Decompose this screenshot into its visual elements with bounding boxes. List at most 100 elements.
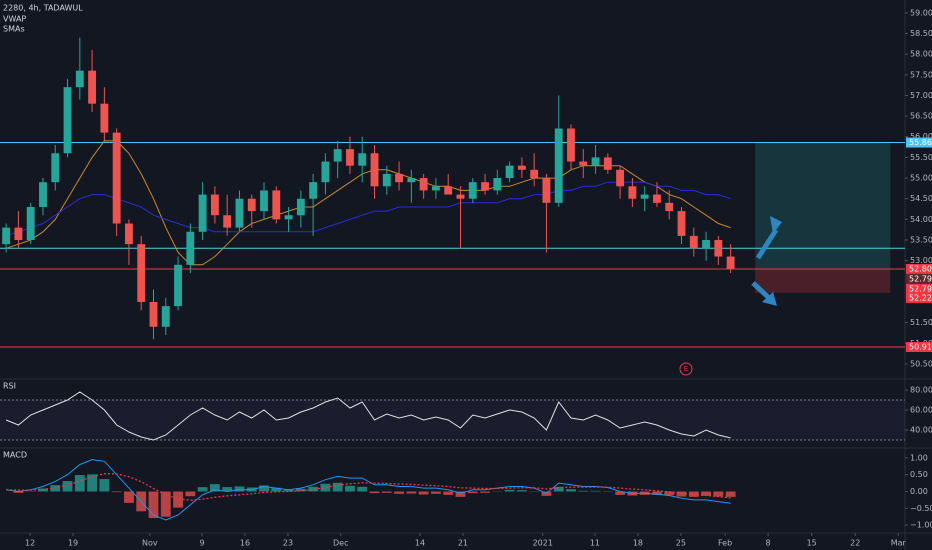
macd-histogram-bar [725,491,736,497]
earnings-marker: E [684,365,688,373]
macd-histogram-bar [148,491,159,519]
macd-histogram-bar [553,486,564,492]
macd-histogram-bar [345,485,355,492]
candle-body [358,153,367,166]
y-tick-label: 0.00 [910,487,928,496]
x-tick-label: 2021 [533,539,553,548]
candle-body [247,198,256,212]
y-tick-label: 53.00 [910,256,932,265]
candle-body [63,87,72,154]
candle-body [603,157,612,170]
candle-body [628,186,637,199]
macd-histogram-bar [234,486,245,492]
macd-histogram-bar [209,484,220,492]
candle-body [161,306,170,327]
macd-histogram-bar [74,475,85,492]
indicator-label: VWAP [3,15,26,24]
candle-body [210,194,219,216]
candle-body [591,157,600,166]
macd-histogram-bar [160,491,171,517]
y-tick-label: 60.00 [910,406,932,415]
candle-body [677,211,686,236]
macd-histogram-bar [431,491,441,494]
y-tick-label: 56.00 [910,132,932,141]
y-tick-label: 58.00 [910,50,932,59]
price-badge [906,137,932,148]
y-tick-label: 1.00 [910,453,928,462]
candle-body [100,103,109,133]
candle-body [542,178,551,203]
macd-histogram-bar [332,482,343,492]
candle-body [333,149,342,162]
candle-body [505,165,514,179]
candle-body [456,194,465,199]
candle-body [419,178,428,191]
candle-body [407,178,416,183]
candle-body [272,190,281,220]
macd-signal-line [6,473,731,501]
candle-body [75,70,84,88]
macd-histogram-bar [578,490,589,492]
price-badge-label: 55.86 [909,138,932,147]
macd-histogram-bar [455,491,466,497]
candle-body [653,194,661,203]
position-loss [755,268,891,293]
position-profit [755,142,891,269]
y-tick-label: 55.50 [910,153,932,162]
y-tick-label: 57.00 [910,91,932,100]
candle-body [309,182,318,199]
y-tick-label: 54.00 [910,215,932,224]
candle-body [431,186,440,191]
price-badge [906,292,932,303]
y-tick-label: 0.50 [910,470,928,479]
candle-body [382,173,391,187]
candle-body [714,240,723,257]
arrow-down-head [762,292,777,306]
x-tick-label: Dec [333,539,348,548]
macd-histogram-bar [222,487,233,492]
price-badge [906,342,932,353]
candle-body [14,227,23,241]
arrows [751,216,782,306]
price-badge [906,263,932,274]
macd-histogram-bar [566,489,576,492]
x-tick-label: 11 [590,539,600,548]
candle-body [260,190,268,212]
candle-body [112,132,121,224]
price-badge-label: 52.80 [909,264,932,273]
candle-body [616,169,625,187]
y-tick-label: 53.50 [910,236,932,245]
macd-histogram-bar [320,483,331,492]
price-badge-label: 52.22 [909,293,932,302]
candle-body [444,186,453,195]
candle-body [493,178,502,191]
macd-histogram-bar [308,486,319,492]
candle-body [186,231,195,265]
macd-histogram-bar [480,491,490,493]
y-tick-label: 80.00 [910,386,932,395]
y-tick-label: 59.00 [910,8,932,17]
price-badge [906,273,932,284]
x-tick-label: Mar [891,539,907,548]
candle-body [579,161,588,166]
macd-histogram-bar [676,491,687,497]
candle-body [640,194,649,199]
candle-body [174,264,182,307]
candle-body [137,244,146,302]
candle-body [726,256,735,269]
macd-histogram-bar [664,491,675,496]
y-tick-label: 57.50 [910,70,932,79]
macd-histogram-bar [369,491,380,494]
macd-histogram-bar [504,489,515,492]
x-tick-label: 21 [458,539,468,548]
indicator-label: SMAs [3,25,25,34]
candle-body [702,240,711,249]
macd-histogram-bar [124,491,134,503]
x-tick-label: 15 [807,539,817,548]
candle-body [665,202,674,212]
macd-histogram-bar [283,489,294,492]
candle-body [395,173,404,183]
macd-histogram-bar [295,488,306,492]
candle-body [223,215,232,228]
